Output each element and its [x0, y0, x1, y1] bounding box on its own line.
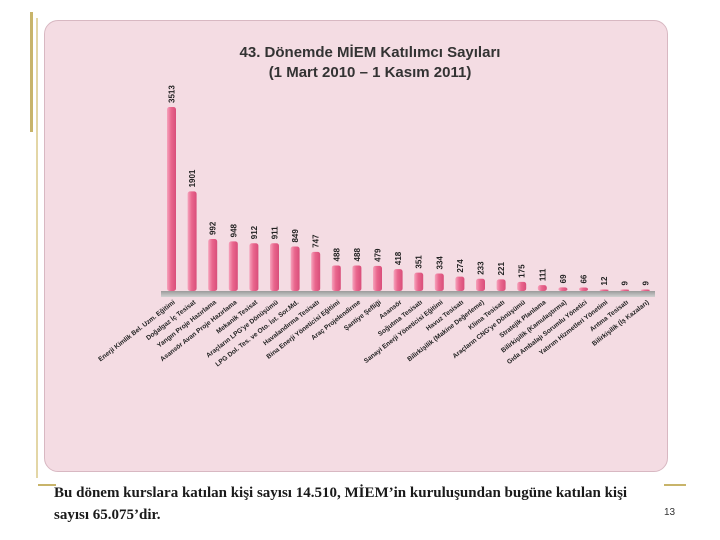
value-label-15: 274	[456, 259, 465, 273]
value-label-10: 488	[353, 248, 362, 262]
bar-17	[496, 279, 506, 291]
value-label-16: 233	[477, 261, 486, 275]
value-label-21: 66	[580, 274, 589, 283]
bar-15	[455, 276, 465, 291]
bar-21	[579, 287, 588, 291]
chart-panel: 43. Dönemde MİEM Katılımcı Sayıları (1 M…	[44, 20, 668, 472]
bar-14	[434, 273, 444, 291]
chart-title-line-1: 43. Dönemde MİEM Katılımcı Sayıları	[240, 44, 501, 61]
value-label-6: 911	[271, 226, 280, 239]
bar-23	[620, 289, 630, 291]
caption-left-rule	[38, 484, 56, 486]
bar-16	[476, 278, 485, 291]
bar-12	[393, 269, 403, 291]
bars-layer	[167, 107, 650, 291]
value-label-2: 1901	[188, 169, 197, 187]
value-label-11: 479	[374, 248, 383, 262]
bar-13	[414, 272, 424, 291]
value-label-23: 9	[621, 281, 630, 286]
bar-9	[331, 265, 341, 291]
category-labels-layer: Enerji Kimlik Bel. Uzm. EğitimiDoğalgaz …	[97, 298, 650, 369]
bar-2	[187, 191, 197, 291]
slide-caption: Bu dönem kurslara katılan kişi sayısı 14…	[54, 485, 628, 523]
bar-6	[270, 243, 279, 291]
value-label-20: 69	[559, 274, 568, 283]
value-label-12: 418	[394, 251, 403, 265]
bar-20	[558, 287, 568, 291]
chart-floor	[161, 291, 655, 297]
bar-8	[311, 251, 321, 291]
value-label-14: 334	[435, 256, 444, 270]
bar-5	[249, 243, 259, 291]
value-label-8: 747	[312, 234, 321, 248]
value-label-3: 992	[209, 221, 218, 235]
bar-7	[290, 246, 300, 291]
value-label-7: 849	[291, 229, 300, 243]
bar-22	[599, 289, 609, 291]
bar-1	[167, 107, 176, 291]
value-label-4: 948	[229, 223, 238, 237]
value-label-17: 221	[497, 262, 506, 276]
frame-left-accent	[36, 18, 38, 478]
chart-title-line-2: (1 Mart 2010 – 1 Kasım 2011)	[269, 64, 472, 81]
caption-right-rule	[664, 484, 686, 486]
bar-3	[208, 239, 218, 291]
bar-11	[373, 265, 382, 291]
bar-chart: 43. Dönemde MİEM Katılımcı Sayıları (1 M…	[97, 44, 655, 369]
page-number: 13	[664, 507, 676, 518]
value-label-1: 3513	[168, 85, 177, 103]
bar-19	[537, 285, 547, 291]
value-label-5: 912	[250, 225, 259, 239]
value-label-22: 12	[600, 276, 609, 285]
bar-24	[640, 289, 650, 291]
bar-10	[352, 265, 362, 291]
bar-18	[517, 281, 527, 291]
value-label-24: 9	[641, 281, 650, 286]
value-label-9: 488	[332, 248, 341, 262]
value-label-19: 111	[538, 268, 547, 281]
bar-4	[228, 241, 238, 291]
frame-top-line	[30, 12, 33, 132]
category-label-11: Şantiye Şefliği	[343, 299, 383, 332]
value-label-18: 175	[518, 264, 527, 278]
value-label-13: 351	[415, 255, 424, 269]
